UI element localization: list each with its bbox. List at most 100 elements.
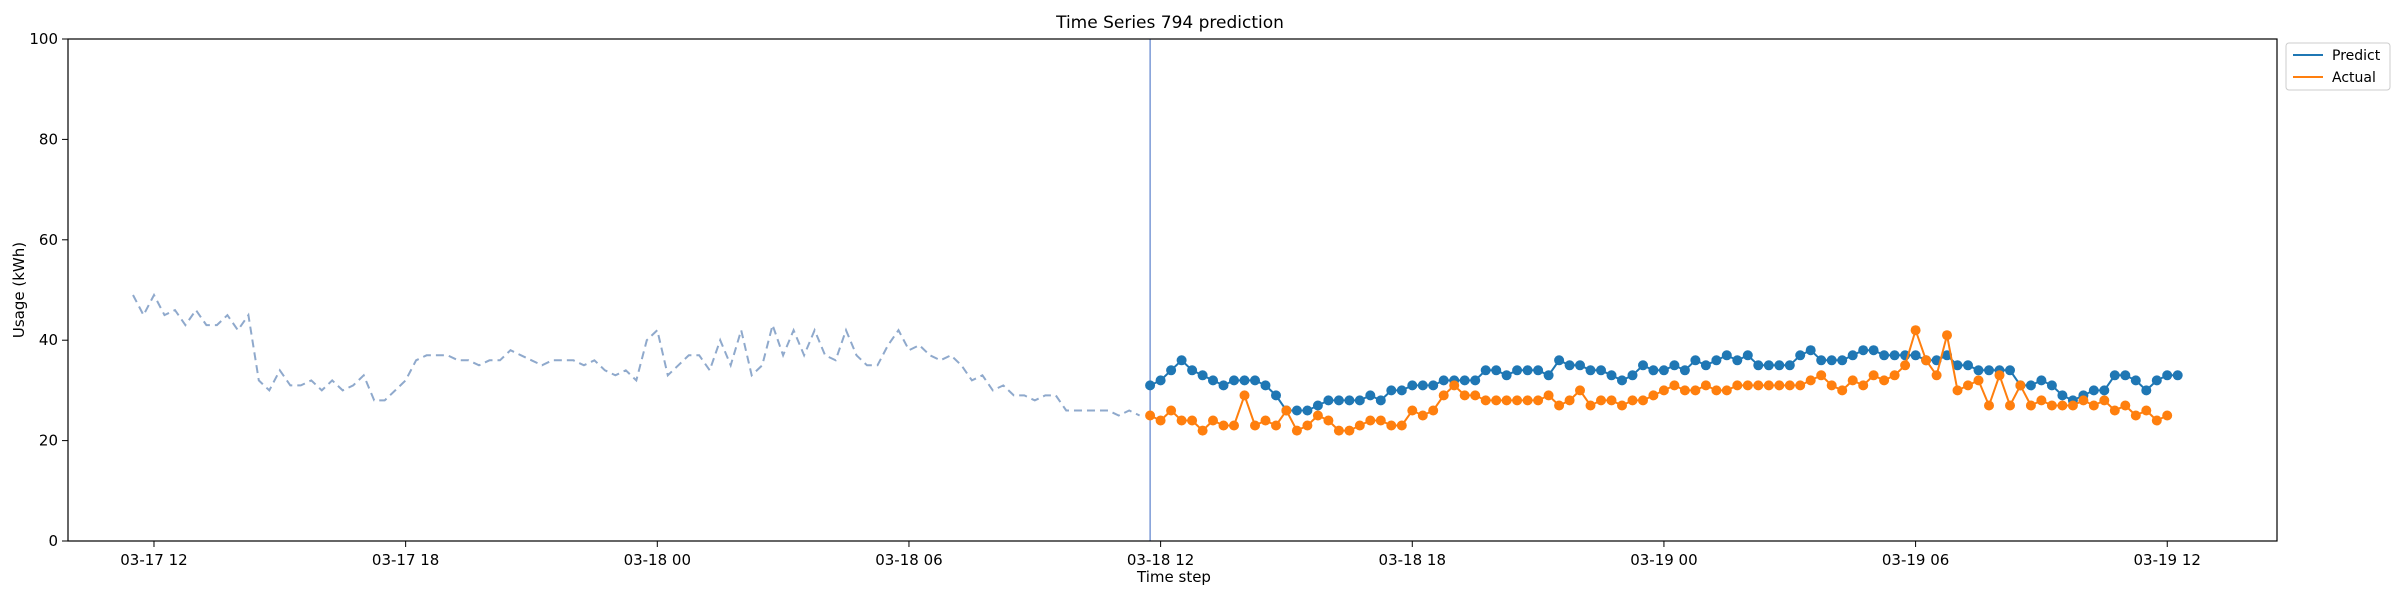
actual-point [2151,415,2162,426]
actual-point [2046,400,2057,411]
actual-point [1638,395,1648,406]
predict-point [1312,400,1323,411]
predict-point [1323,395,1334,406]
actual-point [2099,395,2110,406]
predict-point [1533,365,1544,376]
predict-point [2046,380,2057,391]
predict-point [1847,350,1858,361]
actual-point [1250,420,1260,431]
actual-point [1449,380,1460,391]
actual-point [1858,380,1869,391]
predict-point [1816,355,1827,366]
actual-point [2141,405,2152,416]
predict-point [1333,395,1344,406]
predict-point [1826,355,1837,366]
predict-point [1732,355,1743,366]
predict-point [1428,380,1439,391]
actual-point [1512,395,1523,406]
x-axis-title: Time step [1136,568,1211,586]
y-tick-label: 0 [48,532,58,550]
actual-point [2120,400,2131,411]
predict-point [2151,375,2162,386]
predict-point [1889,350,1900,361]
actual-point [1690,385,1701,396]
predict-point [1512,365,1523,376]
actual-point [1229,420,1239,431]
predict-point [1910,350,1921,361]
predict-point [1218,380,1229,391]
actual-point [1208,415,1218,426]
predict-point [1239,375,1250,386]
predict-point [1271,390,1281,401]
actual-point [1438,390,1449,401]
predict-point [1176,355,1187,366]
actual-point [1197,425,1208,436]
actual-point [1648,390,1659,401]
actual-point [1973,375,1984,386]
predict-point [1344,395,1355,406]
actual-point [1585,400,1596,411]
predict-point [1480,365,1491,376]
y-tick-label: 40 [39,331,58,349]
actual-point [1459,390,1470,401]
x-tick-label: 03-19 00 [1630,551,1697,569]
y-axis-title: Usage (kWh) [10,242,28,338]
actual-point [1826,380,1837,391]
predict-point [1596,365,1606,376]
actual-point [1312,410,1323,421]
actual-point [1606,395,1617,406]
actual-point [1742,380,1753,391]
predict-point [1187,365,1198,376]
predict-point [2172,370,2183,381]
x-tick-label: 03-18 06 [875,551,942,569]
history-line [132,292,1141,417]
actual-point [1721,385,1732,396]
predict-point [1952,360,1963,371]
actual-point [2057,400,2068,411]
actual-point [1271,420,1281,431]
actual-point [2109,405,2120,416]
predict-point [2088,385,2099,396]
actual-point [1564,395,1575,406]
predict-point [1354,395,1365,406]
actual-point [1543,390,1554,401]
predict-point [1438,375,1449,386]
predict-point [1617,375,1627,386]
actual-point [1627,395,1638,406]
predict-point [1879,350,1890,361]
actual-point [1700,380,1711,391]
predict-point [1753,360,1764,371]
legend: Predict Actual [2285,42,2391,91]
predict-point [1795,350,1806,361]
actual-point [1533,395,1544,406]
predict-point [1638,360,1648,371]
actual-point [2088,400,2099,411]
actual-point [2078,395,2089,406]
predict-line [1149,348,2178,412]
actual-point [1805,375,1816,386]
actual-point [1868,370,1879,381]
actual-point [1522,395,1533,406]
predict-point [1302,405,1313,416]
predict-point [1648,365,1659,376]
predict-point [1606,370,1617,381]
actual-point [1847,375,1858,386]
actual-point [2005,400,2015,411]
predict-point [1145,380,1156,391]
actual-point [1365,415,1376,426]
predict-point [1501,370,1512,381]
actual-point [1501,395,1512,406]
actual-point [1145,410,1156,421]
predict-point [1459,375,1470,386]
predict-point [1396,385,1407,396]
actual-point [1323,415,1334,426]
legend-actual-label: Actual [2332,70,2376,86]
predict-point [1543,370,1554,381]
actual-point [1816,370,1827,381]
predict-point [1166,365,1177,376]
actual-point [2067,400,2078,411]
predict-point [1260,380,1271,391]
predict-point [1375,395,1386,406]
actual-point [1617,400,1627,411]
x-tick-label: 03-19 12 [2134,551,2201,569]
